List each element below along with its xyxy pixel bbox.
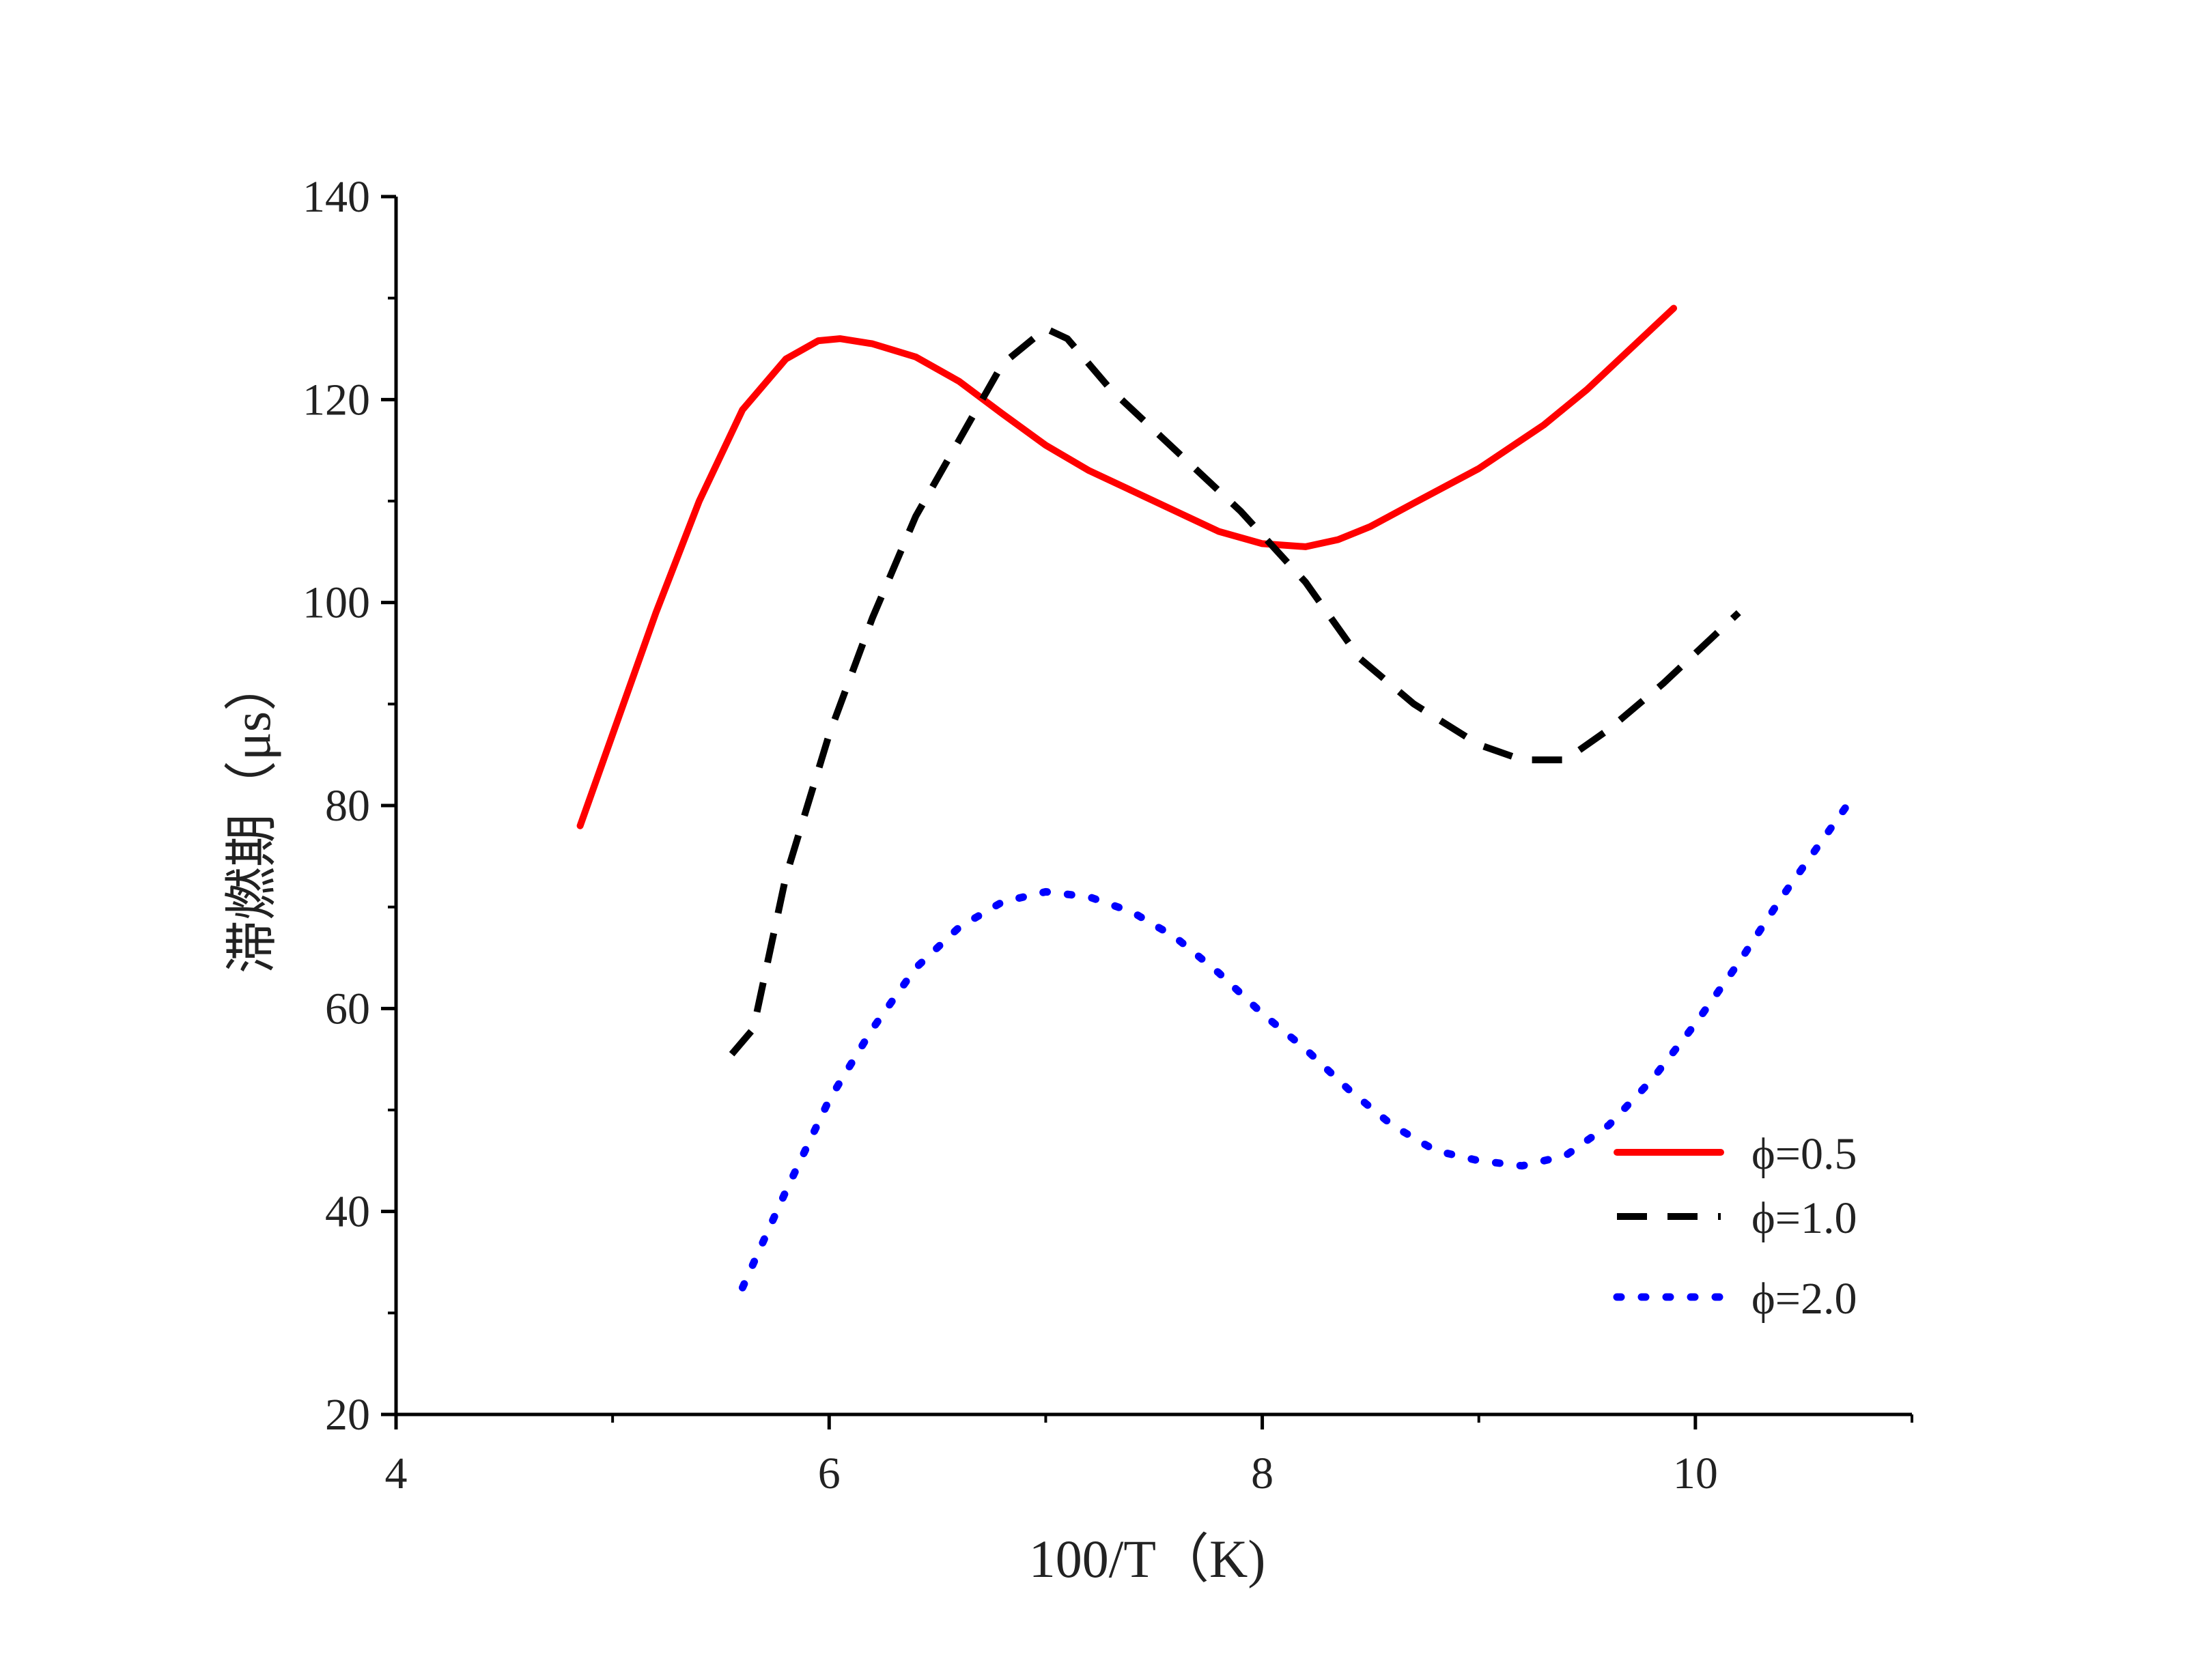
series-line-1 <box>576 304 1678 829</box>
legend-label-3: ϕ=2.0 <box>1751 1274 1857 1324</box>
x-tick-label: 6 <box>818 1449 841 1498</box>
axis-ticks: 4 6 8 10 20 40 60 80 100 120 140 <box>302 172 1913 1498</box>
series-layer <box>576 304 1851 1292</box>
y-tick-label: 40 <box>325 1187 370 1237</box>
axes <box>394 197 1912 1416</box>
y-tick-label: 20 <box>325 1390 370 1440</box>
legend: ϕ=0.5 ϕ=1.0 ϕ=2.0 <box>1613 1129 1857 1324</box>
y-axis-title: 滞燃期（μs） <box>222 658 281 973</box>
x-tick-label: 4 <box>385 1449 408 1498</box>
y-tick-label: 120 <box>302 375 370 425</box>
legend-label-1: ϕ=0.5 <box>1751 1129 1857 1179</box>
y-tick-label: 80 <box>325 781 370 831</box>
series-line-3 <box>738 801 1851 1292</box>
y-tick-label: 100 <box>302 578 370 628</box>
x-tick-label: 8 <box>1251 1449 1273 1498</box>
y-tick-label: 140 <box>302 172 370 222</box>
x-axis-title: 100/T（K) <box>1029 1529 1266 1589</box>
series-line-2 <box>729 325 1741 1057</box>
legend-label-2: ϕ=1.0 <box>1751 1193 1857 1243</box>
y-tick-label: 60 <box>325 984 370 1034</box>
x-tick-label: 10 <box>1673 1449 1718 1498</box>
